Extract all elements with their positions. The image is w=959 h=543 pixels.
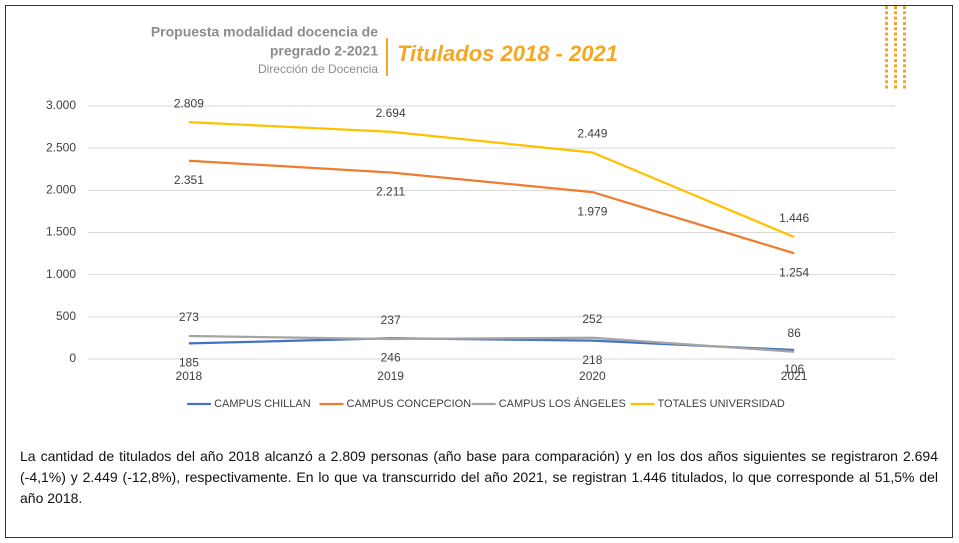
decoration-dot — [903, 74, 906, 78]
decoration-dot — [885, 21, 888, 25]
decoration-dot — [894, 37, 897, 41]
legend-label: CAMPUS CONCEPCION — [347, 398, 472, 410]
chart: Propuesta modalidad docencia de pregrado… — [46, 6, 906, 410]
series-line — [188, 337, 795, 352]
data-label: 246 — [381, 350, 401, 364]
decoration-dot — [885, 48, 888, 52]
decoration-dot — [894, 69, 897, 73]
decoration-dot — [894, 80, 897, 84]
decoration-dot — [885, 53, 888, 57]
decoration-dot — [885, 69, 888, 73]
decoration-dot — [885, 32, 888, 36]
decoration-dot — [894, 85, 897, 89]
y-tick-label: 2.000 — [46, 183, 76, 197]
chart-title: Titulados 2018 - 2021 — [397, 41, 618, 66]
decoration-dot — [894, 53, 897, 57]
y-tick-label: 1.500 — [46, 225, 76, 239]
decoration-dot — [894, 74, 897, 78]
decoration-dot — [885, 37, 888, 41]
data-label: 86 — [787, 326, 801, 340]
x-tick-label: 2018 — [176, 369, 203, 383]
data-label: 185 — [179, 356, 199, 370]
decoration-dot — [894, 21, 897, 25]
decoration-dot — [903, 11, 906, 15]
header-line: Propuesta modalidad docencia de — [151, 24, 378, 40]
legend-label: CAMPUS CHILLAN — [214, 398, 311, 410]
decoration-dot — [894, 43, 897, 47]
decoration-dot — [903, 16, 906, 20]
decoration-dot — [885, 80, 888, 84]
data-label: 2.449 — [577, 127, 607, 141]
data-label: 1.446 — [779, 211, 809, 225]
decoration-dot — [903, 43, 906, 47]
series-line — [188, 159, 795, 255]
data-label: 218 — [582, 353, 602, 367]
data-label: 1.254 — [779, 265, 809, 279]
decoration-dot — [885, 59, 888, 62]
decoration-dot — [903, 21, 906, 25]
decoration-dot — [894, 6, 897, 9]
data-label: 2.211 — [376, 185, 405, 199]
decoration-dot — [885, 16, 888, 20]
paragraph: La cantidad de titulados del año 2018 al… — [20, 448, 938, 506]
decoration-dot — [903, 59, 906, 62]
data-label: 2.351 — [174, 173, 204, 187]
series-line — [188, 120, 795, 239]
header-subtitle: Dirección de Docencia — [258, 62, 378, 76]
decoration-dot — [885, 74, 888, 78]
decoration-dot — [894, 27, 897, 31]
data-label: 106 — [784, 362, 804, 376]
decoration — [885, 6, 906, 89]
y-tick-label: 0 — [69, 351, 76, 365]
decoration-dot — [885, 6, 888, 9]
decoration-dot — [903, 48, 906, 52]
decoration-dot — [885, 64, 888, 68]
data-label: 237 — [381, 313, 401, 327]
decoration-dot — [903, 85, 906, 89]
decoration-dot — [903, 6, 906, 9]
decoration-dot — [894, 16, 897, 20]
decoration-dot — [903, 64, 906, 68]
decoration-dot — [894, 32, 897, 36]
data-label: 273 — [179, 310, 199, 324]
decoration-dot — [903, 27, 906, 31]
decoration-dot — [894, 48, 897, 52]
x-tick-label: 2021 — [781, 369, 808, 383]
decoration-dot — [885, 27, 888, 31]
header-line: pregrado 2-2021 — [270, 43, 378, 59]
data-label: 2.809 — [174, 96, 204, 110]
decoration-dot — [885, 85, 888, 89]
decoration-dot — [894, 64, 897, 68]
data-label: 1.979 — [577, 204, 607, 218]
data-label: 2.694 — [376, 106, 406, 120]
y-tick-label: 500 — [56, 309, 76, 323]
decoration-dot — [885, 11, 888, 15]
decoration-dot — [903, 32, 906, 36]
legend-label: CAMPUS LOS ÁNGELES — [499, 397, 626, 410]
y-tick-label: 2.500 — [46, 140, 76, 154]
slide-frame — [5, 5, 953, 538]
data-label: 252 — [582, 312, 602, 326]
legend-label: TOTALES UNIVERSIDAD — [658, 398, 785, 410]
series-line — [188, 334, 795, 353]
decoration-dot — [894, 59, 897, 62]
y-tick-label: 1.000 — [46, 267, 76, 281]
decoration-dot — [894, 11, 897, 15]
decoration-dot — [903, 80, 906, 84]
decoration-dot — [903, 69, 906, 73]
x-tick-label: 2020 — [579, 369, 606, 383]
decoration-dot — [903, 53, 906, 57]
decoration-dot — [885, 43, 888, 47]
x-tick-label: 2019 — [377, 369, 404, 383]
y-tick-label: 3.000 — [46, 98, 76, 112]
decoration-dot — [903, 37, 906, 41]
